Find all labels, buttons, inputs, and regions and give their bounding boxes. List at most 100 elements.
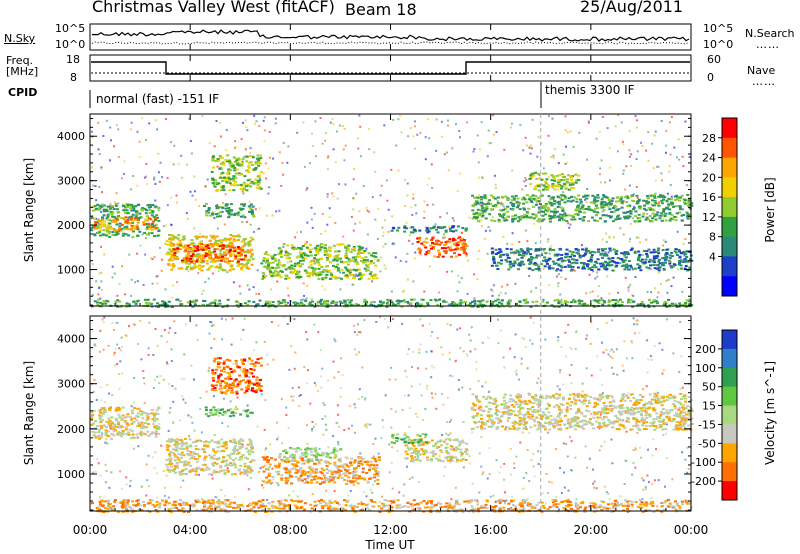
heat-cell: [222, 251, 226, 254]
heat-cell: [222, 163, 226, 166]
speck-cell: [679, 320, 682, 323]
speck-cell: [365, 425, 368, 428]
nave-right-tick-bottom: 0: [707, 71, 714, 84]
speck-cell: [399, 114, 402, 117]
speck-cell: [532, 465, 535, 468]
speck-cell: [645, 488, 647, 491]
speck-cell: [462, 421, 465, 423]
speck-cell: [473, 148, 476, 151]
speck-cell: [231, 317, 234, 320]
heat-cell: [476, 304, 480, 306]
heat-cell: [668, 212, 672, 215]
speck-cell: [570, 382, 573, 385]
heat-cell: [358, 255, 362, 258]
heat-cell: [565, 304, 569, 307]
heat-cell: [608, 261, 612, 264]
heat-cell: [522, 196, 526, 199]
heat-cell: [534, 199, 538, 202]
heat-cell: [273, 253, 277, 256]
heat-cell: [369, 271, 373, 273]
heat-cell: [680, 219, 684, 222]
heat-cell: [616, 214, 620, 217]
speck-cell: [155, 275, 158, 278]
heat-cell: [418, 236, 422, 239]
heat-cell: [331, 275, 335, 278]
heat-cell: [437, 249, 440, 252]
speck-cell: [419, 253, 422, 256]
heat-cell: [332, 244, 336, 247]
heat-cell: [345, 274, 349, 277]
speck-cell: [313, 212, 316, 215]
speck-cell: [662, 217, 665, 220]
speck-cell: [605, 322, 608, 324]
heat-cell: [570, 176, 573, 179]
speck-cell: [339, 288, 342, 291]
heat-cell: [366, 266, 370, 269]
heat-cell: [221, 185, 225, 188]
heat-cell: [579, 200, 583, 203]
speck-cell: [556, 385, 559, 388]
speck-cell: [632, 449, 635, 452]
heat-cell: [637, 200, 641, 202]
speck-cell: [350, 269, 353, 272]
speck-cell: [263, 140, 266, 143]
heat-cell: [345, 305, 349, 308]
heat-cell: [585, 208, 589, 210]
heat-cell: [351, 256, 355, 259]
heat-cell: [233, 214, 237, 216]
speck-cell: [384, 267, 387, 270]
heat-cell: [220, 241, 224, 244]
speck-cell: [570, 469, 573, 471]
speck-cell: [208, 142, 211, 144]
heat-cell: [251, 238, 255, 241]
heat-cell: [229, 203, 233, 206]
heat-cell: [577, 179, 581, 182]
speck-cell: [621, 364, 624, 367]
speck-cell: [462, 350, 465, 353]
speck-cell: [320, 481, 323, 484]
heat-cell: [115, 229, 119, 232]
speck-cell: [164, 288, 167, 291]
heat-cell: [510, 195, 514, 198]
heat-cell: [688, 266, 692, 269]
heat-cell: [124, 233, 128, 236]
heat-cell: [563, 201, 567, 204]
speck-cell: [450, 498, 453, 501]
speck-cell: [121, 265, 123, 268]
speck-cell: [129, 485, 131, 488]
heat-cell: [107, 218, 111, 221]
speck-cell: [596, 275, 599, 278]
speck-cell: [413, 120, 416, 123]
heat-cell: [507, 268, 511, 271]
heat-cell: [254, 178, 258, 181]
speck-cell: [662, 434, 665, 437]
heat-cell: [652, 264, 656, 266]
heat-cell: [218, 155, 222, 157]
speck-cell: [586, 466, 589, 469]
heat-cell: [259, 156, 263, 159]
heat-cell: [581, 204, 585, 207]
speck-cell: [143, 382, 146, 385]
speck-cell: [290, 344, 293, 347]
speck-cell: [272, 358, 275, 361]
speck-cell: [213, 217, 216, 219]
heat-cell: [112, 208, 116, 211]
speck-cell: [286, 261, 289, 264]
heat-cell: [317, 263, 321, 266]
heat-cell: [488, 213, 492, 216]
heat-cell: [200, 266, 204, 268]
speck-cell: [116, 363, 119, 365]
heat-cell: [435, 239, 439, 242]
speck-cell: [277, 436, 280, 439]
speck-cell: [163, 486, 166, 489]
heat-cell: [509, 207, 513, 210]
speck-cell: [546, 240, 549, 243]
heat-cell: [537, 189, 541, 192]
speck-cell: [148, 122, 151, 125]
speck-cell: [631, 342, 634, 345]
heat-cell: [264, 300, 268, 303]
heat-cell: [450, 303, 454, 306]
speck-cell: [325, 423, 327, 426]
speck-cell: [657, 214, 660, 217]
speck-cell: [98, 186, 101, 188]
